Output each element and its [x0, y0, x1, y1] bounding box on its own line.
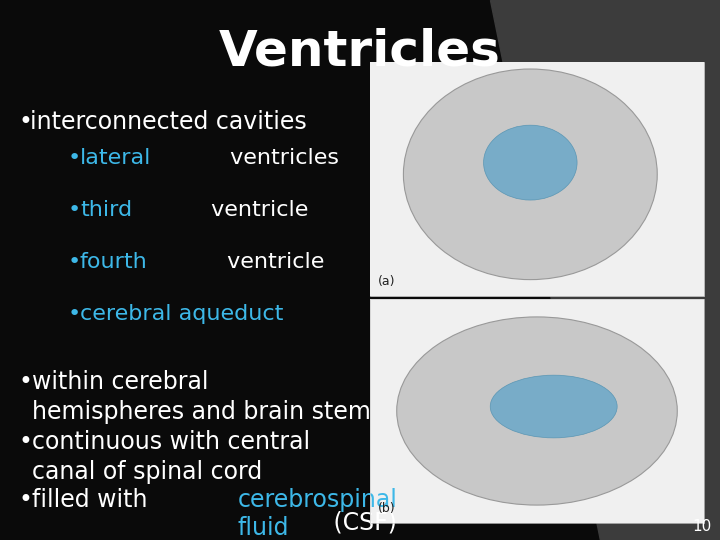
Ellipse shape [397, 317, 678, 505]
Text: (CSF): (CSF) [325, 511, 397, 535]
Text: •: • [68, 252, 81, 272]
Text: ventricle: ventricle [220, 252, 324, 272]
Bar [370, 299, 704, 523]
Text: filled with: filled with [32, 488, 155, 512]
Text: Ventricles: Ventricles [219, 28, 501, 76]
Bar [370, 62, 704, 296]
Text: •: • [68, 148, 81, 168]
Text: ventricle: ventricle [204, 200, 308, 220]
Text: •: • [68, 200, 81, 220]
Text: continuous with central
canal of spinal cord: continuous with central canal of spinal … [32, 430, 310, 484]
Text: cerebrospinal
fluid: cerebrospinal fluid [238, 488, 397, 540]
Text: (b): (b) [378, 502, 395, 515]
Text: third: third [80, 200, 132, 220]
Text: interconnected cavities: interconnected cavities [30, 110, 307, 134]
Text: ventricles: ventricles [223, 148, 339, 168]
Text: (a): (a) [378, 275, 395, 288]
Text: •: • [18, 430, 32, 454]
Text: •: • [18, 370, 32, 394]
Text: cerebral aqueduct: cerebral aqueduct [80, 304, 284, 324]
Text: fourth: fourth [80, 252, 148, 272]
Text: •: • [68, 304, 81, 324]
Text: lateral: lateral [80, 148, 151, 168]
Polygon shape [490, 0, 720, 540]
Bar [370, 299, 704, 523]
Text: within cerebral
hemispheres and brain stem: within cerebral hemispheres and brain st… [32, 370, 371, 424]
Ellipse shape [484, 125, 577, 200]
Ellipse shape [490, 375, 617, 438]
Text: 10: 10 [693, 519, 712, 534]
Bar [370, 62, 704, 296]
Text: •: • [18, 488, 32, 512]
Ellipse shape [403, 69, 657, 280]
Text: •: • [18, 110, 32, 134]
